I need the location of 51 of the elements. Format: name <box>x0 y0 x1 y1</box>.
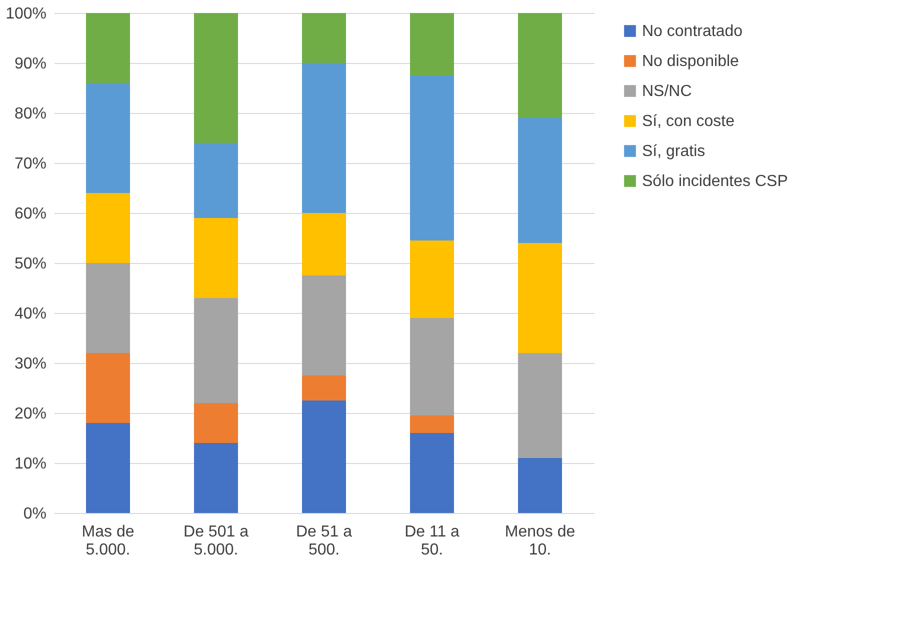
x-tick-label: Mas de 5.000. <box>82 524 134 558</box>
y-tick-label: 20% <box>14 406 46 422</box>
y-tick-label: 80% <box>14 106 46 122</box>
bar <box>194 298 238 403</box>
y-tick-label: 60% <box>14 206 46 222</box>
bar <box>86 83 130 193</box>
bar <box>410 318 454 416</box>
y-tick-label: 40% <box>14 306 46 322</box>
bar <box>302 376 346 400</box>
bar <box>86 13 130 83</box>
bar <box>518 13 562 118</box>
bar <box>194 13 238 143</box>
y-tick-label: 50% <box>14 256 46 272</box>
bar <box>302 400 346 513</box>
bar <box>518 458 562 513</box>
legend-label: Sí, con coste <box>642 113 735 130</box>
y-tick-label: 70% <box>14 156 46 172</box>
bar <box>302 13 346 63</box>
bar <box>410 416 454 433</box>
bar <box>518 118 562 243</box>
bar <box>410 433 454 513</box>
bar <box>410 76 454 240</box>
y-tick-label: 30% <box>14 356 46 372</box>
y-tick-label: 90% <box>14 56 46 72</box>
x-tick-label: De 501 a 5.000. <box>184 524 249 558</box>
bar <box>302 63 346 213</box>
bar <box>518 353 562 458</box>
legend-label: NS/NC <box>642 83 692 100</box>
legend-label: No disponible <box>642 53 740 70</box>
y-tick-label: 0% <box>23 506 46 522</box>
x-tick-label: De 51 a 500. <box>296 524 352 558</box>
y-tick-label: 100% <box>6 6 46 22</box>
legend-label: No contratado <box>642 23 743 40</box>
bar <box>86 353 130 423</box>
bar <box>302 213 346 276</box>
bar <box>194 403 238 443</box>
bar <box>194 218 238 298</box>
bar <box>410 13 454 76</box>
y-tick-label: 10% <box>14 456 46 472</box>
bar <box>194 143 238 218</box>
bar <box>86 263 130 353</box>
bar <box>410 240 454 318</box>
bar <box>518 243 562 353</box>
bar <box>194 443 238 513</box>
legend-label: Sí, gratis <box>642 143 706 160</box>
x-tick-label: Menos de 10. <box>504 524 576 558</box>
bar <box>86 193 130 263</box>
legend-label: Sólo incidentes CSP <box>642 173 788 190</box>
bar <box>86 423 130 513</box>
x-tick-label: De 11 a 50. <box>404 524 460 558</box>
bar <box>302 276 346 376</box>
